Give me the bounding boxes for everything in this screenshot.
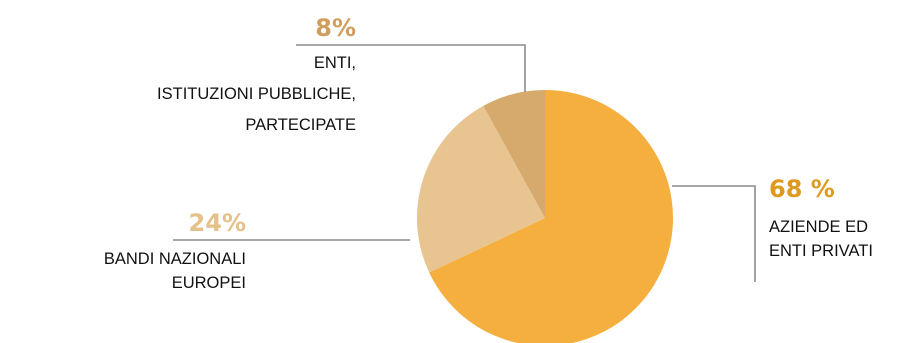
- slice-label-line: EUROPEI: [172, 274, 246, 292]
- slice-label-line: AZIENDE ED: [769, 218, 868, 236]
- slice-label-enti: 8% ENTI, ISTITUZIONI PUBBLICHE, PARTECIP…: [157, 14, 356, 134]
- pie-slices: [416, 90, 673, 343]
- pie-slice-enti: [483, 90, 545, 218]
- slice-percent-bandi: 24%: [189, 209, 246, 237]
- leader-lines: [173, 44, 756, 282]
- slice-label-line: ENTI PRIVATI: [769, 242, 873, 260]
- pie-slice-aziende: [429, 90, 673, 343]
- slice-label-line: ENTI,: [314, 54, 356, 72]
- pie-slice-bandi: [416, 105, 545, 273]
- leader-line-aziende: [672, 185, 756, 282]
- slice-label-line: BANDI NAZIONALI: [104, 250, 246, 268]
- slice-label-line: ISTITUZIONI PUBBLICHE,: [157, 85, 356, 103]
- slice-percent-enti: 8%: [315, 14, 356, 42]
- slice-label-line: PARTECIPATE: [245, 116, 356, 134]
- slice-percent-aziende: 68 %: [769, 175, 835, 203]
- leader-line-enti: [296, 44, 526, 92]
- slice-label-bandi: 24% BANDI NAZIONALI EUROPEI: [104, 209, 246, 292]
- slice-label-aziende: 68 % AZIENDE ED ENTI PRIVATI: [769, 175, 873, 260]
